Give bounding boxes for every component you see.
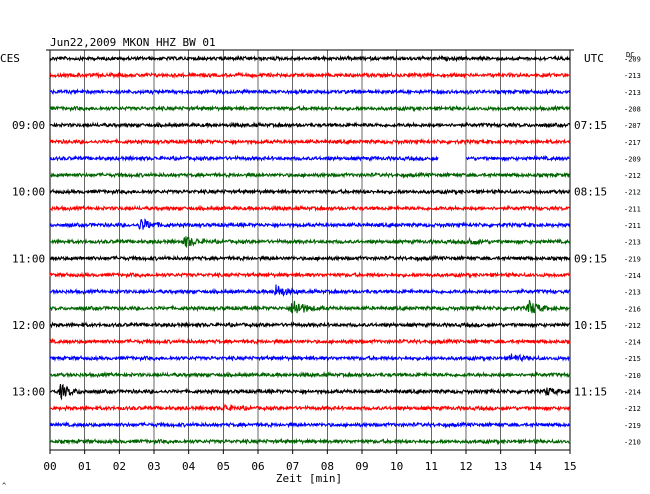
time-labels: 09:00 10:00 11:00 12:00 13:00 07:15 08:15 09:15… bbox=[12, 56, 641, 447]
trace-row-1 bbox=[49, 54, 571, 63]
x-tick-label: 07 bbox=[286, 460, 299, 473]
x-tick-label: 01 bbox=[78, 460, 91, 473]
dc-value: -212 bbox=[624, 405, 641, 413]
left-time-label: 09:00 bbox=[12, 119, 45, 132]
x-axis-ticks: 00 01 02 03 04 05 06 07 08 09 10 11 12 13 14 15 bbox=[43, 450, 577, 473]
trace-row-19 bbox=[49, 353, 571, 363]
right-time-label: 11:15 bbox=[574, 386, 607, 399]
dc-value: -215 bbox=[624, 355, 641, 363]
dc-value: -207 bbox=[624, 122, 641, 130]
trace-row-7 bbox=[49, 154, 571, 163]
dc-value: -212 bbox=[624, 322, 641, 330]
left-time-label: 11:00 bbox=[12, 252, 45, 265]
plot-frame bbox=[49, 49, 571, 451]
x-tick-label: 00 bbox=[43, 460, 56, 473]
right-time-label: 10:15 bbox=[574, 319, 607, 332]
trace-row-22 bbox=[49, 403, 571, 414]
trace-row-18 bbox=[49, 337, 571, 346]
left-time-label: 12:00 bbox=[12, 319, 45, 332]
dc-header-label: DC bbox=[626, 51, 634, 59]
x-tick-label: 05 bbox=[217, 460, 230, 473]
trace-row-21 bbox=[49, 383, 571, 401]
x-tick-label: 02 bbox=[113, 460, 126, 473]
dc-value: -211 bbox=[624, 205, 641, 213]
dc-value: -212 bbox=[624, 189, 641, 197]
dc-value: -213 bbox=[624, 89, 641, 97]
grid bbox=[46, 49, 574, 451]
footer-mark: ^ bbox=[2, 482, 6, 490]
left-time-label: 10:00 bbox=[12, 186, 45, 199]
dc-value: -214 bbox=[624, 389, 641, 397]
dc-value: -209 bbox=[624, 56, 641, 64]
x-tick-label: 09 bbox=[355, 460, 368, 473]
trace-row-14 bbox=[49, 271, 571, 279]
dc-value: -219 bbox=[624, 422, 641, 430]
right-time-label: 08:15 bbox=[574, 186, 607, 199]
dc-value: -219 bbox=[624, 255, 641, 263]
trace-row-15 bbox=[49, 284, 571, 297]
trace-row-12 bbox=[49, 236, 571, 248]
dc-value: -210 bbox=[624, 372, 641, 380]
trace-row-4 bbox=[49, 104, 571, 113]
trace-row-2 bbox=[49, 71, 571, 80]
right-time-label: 07:15 bbox=[574, 119, 607, 132]
trace-row-9 bbox=[49, 187, 571, 196]
trace-row-23 bbox=[49, 420, 571, 429]
x-tick-label: 08 bbox=[321, 460, 334, 473]
trace-row-17 bbox=[49, 321, 571, 329]
dc-value: -213 bbox=[624, 72, 641, 80]
dc-value: -213 bbox=[624, 289, 641, 297]
trace-row-3 bbox=[49, 88, 571, 96]
dc-value: -212 bbox=[624, 172, 641, 180]
x-tick-label: 03 bbox=[147, 460, 160, 473]
trace-row-16 bbox=[49, 299, 571, 314]
x-tick-label: 14 bbox=[529, 460, 543, 473]
dc-value: -211 bbox=[624, 222, 641, 230]
left-time-label: 13:00 bbox=[12, 386, 45, 399]
trace-lines bbox=[49, 54, 571, 446]
dc-value: -208 bbox=[624, 105, 641, 113]
trace-row-5 bbox=[49, 121, 571, 129]
x-tick-label: 13 bbox=[494, 460, 507, 473]
dc-value: -216 bbox=[624, 305, 641, 313]
dc-value: -217 bbox=[624, 139, 641, 147]
x-tick-label: 12 bbox=[459, 460, 472, 473]
dc-value: -214 bbox=[624, 339, 641, 347]
dc-value: -213 bbox=[624, 239, 641, 247]
trace-row-11 bbox=[49, 218, 571, 230]
dc-value: -210 bbox=[624, 438, 641, 446]
trace-row-13 bbox=[49, 254, 571, 263]
left-timezone-label: CES bbox=[0, 52, 20, 65]
x-tick-label: 06 bbox=[251, 460, 264, 473]
dc-value: -209 bbox=[624, 155, 641, 163]
x-tick-label: 15 bbox=[563, 460, 576, 473]
x-tick-label: 04 bbox=[182, 460, 196, 473]
trace-row-10 bbox=[49, 204, 571, 212]
dc-value: -214 bbox=[624, 272, 641, 280]
trace-row-24 bbox=[49, 437, 571, 446]
trace-row-20 bbox=[49, 370, 571, 379]
x-axis-label: Zeit [min] bbox=[276, 472, 342, 485]
chart-title: Jun22,2009 MKON HHZ BW 01 bbox=[50, 36, 216, 49]
x-tick-label: 10 bbox=[390, 460, 403, 473]
right-timezone-label: UTC bbox=[584, 52, 604, 65]
trace-row-6 bbox=[49, 137, 571, 146]
x-tick-label: 11 bbox=[425, 460, 438, 473]
right-time-label: 09:15 bbox=[574, 252, 607, 265]
trace-row-8 bbox=[49, 171, 571, 179]
